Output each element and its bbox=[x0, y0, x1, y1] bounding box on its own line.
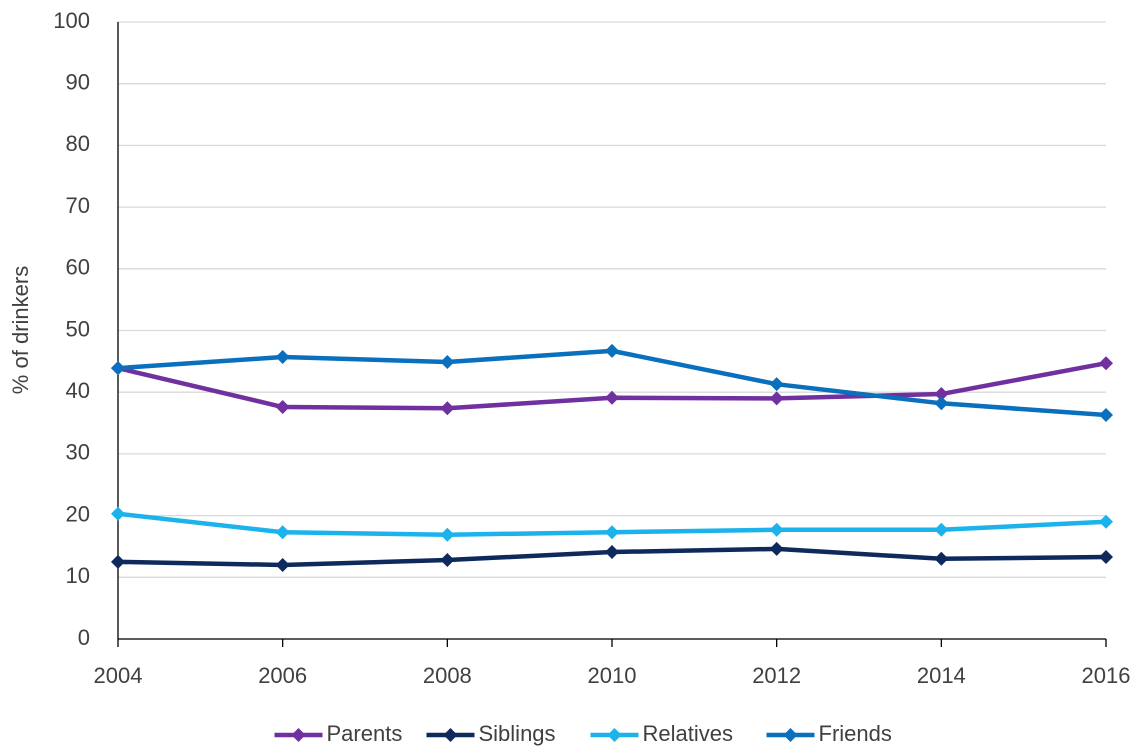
data-point bbox=[934, 387, 949, 402]
y-tick-label: 90 bbox=[66, 70, 90, 95]
y-tick-label: 30 bbox=[66, 440, 90, 465]
y-tick-label: 20 bbox=[66, 501, 90, 526]
data-point bbox=[440, 401, 455, 416]
data-point bbox=[769, 391, 784, 406]
data-point bbox=[111, 506, 125, 521]
data-point bbox=[769, 541, 784, 556]
x-tick-label: 2014 bbox=[917, 663, 966, 688]
data-point bbox=[934, 551, 949, 566]
x-tick-label: 2006 bbox=[258, 663, 307, 688]
data-point bbox=[275, 400, 290, 415]
data-point bbox=[111, 554, 125, 569]
y-axis-label: % of drinkers bbox=[8, 266, 33, 394]
legend-label: Siblings bbox=[479, 721, 556, 746]
data-point bbox=[605, 545, 619, 560]
data-point bbox=[275, 350, 290, 365]
legend-label: Parents bbox=[327, 721, 403, 746]
y-tick-label: 0 bbox=[78, 625, 90, 650]
data-point bbox=[275, 525, 290, 540]
data-point bbox=[1099, 514, 1113, 529]
legend-marker bbox=[291, 728, 306, 742]
y-tick-label: 80 bbox=[66, 131, 90, 156]
data-point bbox=[934, 522, 949, 537]
data-point bbox=[440, 527, 455, 542]
legend-label: Friends bbox=[819, 721, 892, 746]
data-point bbox=[1099, 408, 1113, 423]
y-tick-label: 10 bbox=[66, 563, 90, 588]
data-point bbox=[769, 522, 784, 537]
y-tick-label: 60 bbox=[66, 255, 90, 280]
x-tick-label: 2012 bbox=[752, 663, 801, 688]
data-point bbox=[1099, 356, 1113, 371]
y-tick-label: 70 bbox=[66, 193, 90, 218]
data-point bbox=[440, 553, 455, 568]
x-tick-label: 2016 bbox=[1082, 663, 1131, 688]
y-tick-label: 50 bbox=[66, 316, 90, 341]
data-point bbox=[934, 396, 949, 411]
x-tick-label: 2008 bbox=[423, 663, 472, 688]
y-tick-label: 100 bbox=[53, 8, 90, 33]
data-point bbox=[605, 525, 619, 540]
legend-marker bbox=[443, 728, 458, 742]
legend-marker bbox=[607, 728, 622, 742]
data-point bbox=[605, 390, 619, 405]
data-point bbox=[275, 557, 290, 572]
x-tick-label: 2004 bbox=[94, 663, 143, 688]
y-tick-label: 40 bbox=[66, 378, 90, 403]
data-point bbox=[111, 361, 125, 376]
data-point bbox=[605, 343, 619, 358]
data-point bbox=[440, 354, 455, 369]
legend-marker bbox=[783, 728, 798, 742]
data-point bbox=[1099, 549, 1113, 564]
x-tick-label: 2010 bbox=[588, 663, 637, 688]
legend-label: Relatives bbox=[643, 721, 733, 746]
data-point bbox=[769, 377, 784, 392]
